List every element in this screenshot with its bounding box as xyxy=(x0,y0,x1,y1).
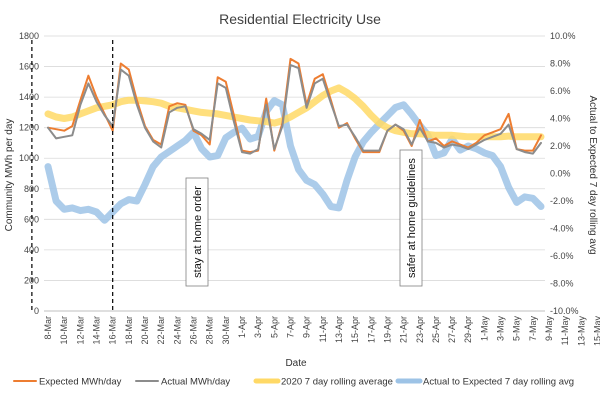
series-line-actual-mwh-day xyxy=(47,64,542,155)
legend-label: Expected MWh/day xyxy=(39,377,122,388)
x-tick-label: 22-Mar xyxy=(156,316,166,345)
y-axis-title: Community MWh per day xyxy=(4,119,15,232)
y2-tick-label: -10.0% xyxy=(550,306,579,316)
x-tick-label: 17-Apr xyxy=(366,316,376,343)
y-tick-label: 1200 xyxy=(19,123,39,133)
y2-tick-label: 0.0% xyxy=(550,169,571,179)
y2-tick-label: 8.0% xyxy=(550,59,571,69)
legend-label: 2020 7 day rolling average xyxy=(281,377,393,388)
annotation-label: safer at home guidelines xyxy=(406,158,418,278)
y2-tick-label: -8.0% xyxy=(550,279,574,289)
y2-tick-label: -4.0% xyxy=(550,224,574,234)
x-tick-label: 15-May xyxy=(593,316,600,347)
y2-tick-label: 10.0% xyxy=(550,31,576,41)
legend-label: Actual to Expected 7 day rolling avg xyxy=(423,377,574,388)
y2-tick-label: 4.0% xyxy=(550,114,571,124)
x-tick-label: 7-Apr xyxy=(285,316,295,338)
series-layer xyxy=(44,57,545,224)
x-tick-label: 13-Apr xyxy=(334,316,344,343)
y-tick-label: 1600 xyxy=(19,62,39,72)
annotation-box xyxy=(399,149,423,287)
y-tick-label: 1000 xyxy=(19,153,39,163)
x-tick-label: 24-Mar xyxy=(172,316,182,345)
series-line-actual-to-expected-7-day-rolling-avg xyxy=(44,97,545,224)
x-tick-label: 11-May xyxy=(560,316,570,346)
x-tick-label: 16-Mar xyxy=(108,316,118,345)
y2-tick-label: 2.0% xyxy=(550,141,571,151)
annotations: stay at home order safer at home guidelin… xyxy=(31,40,423,311)
x-tick-label: 3-Apr xyxy=(253,316,263,338)
x-tick-label: 9-May xyxy=(544,316,554,342)
y2-axis-title: Actual to Expected 7 day rolling avg xyxy=(587,96,598,255)
series-line-2020-7-day-rolling-average xyxy=(44,84,545,141)
x-tick-label: 13-May xyxy=(576,316,586,347)
x-tick-label: 21-Apr xyxy=(399,316,409,343)
x-tick-label: 28-Mar xyxy=(205,316,215,345)
x-tick-label: 10-Mar xyxy=(59,316,69,345)
annotation-label: stay at home order xyxy=(192,186,204,278)
x-tick-label: 19-Apr xyxy=(382,316,392,343)
x-tick-label: 26-Mar xyxy=(188,316,198,345)
x-tick-label: 29-Apr xyxy=(463,316,473,343)
y2-tick-label: -6.0% xyxy=(550,251,574,261)
x-tick-label: 15-Apr xyxy=(350,316,360,343)
x-tick-label: 11-Apr xyxy=(318,316,328,342)
legend-label: Actual MWh/day xyxy=(161,377,230,388)
x-tick-label: 7-May xyxy=(528,316,538,342)
x-tick-label: 27-Apr xyxy=(447,316,457,343)
x-tick-label: 9-Apr xyxy=(302,316,312,338)
y-tick-label: 400 xyxy=(24,245,39,255)
x-tick-label: 23-Apr xyxy=(415,316,425,343)
x-tick-label: 18-Mar xyxy=(124,316,134,345)
x-tick-label: 5-May xyxy=(512,316,522,342)
x-tick-label: 3-May xyxy=(496,316,506,342)
y-tick-label: 0 xyxy=(34,306,39,316)
annotation-box xyxy=(185,177,209,287)
x-tick-label: 1-Apr xyxy=(237,316,247,338)
y-tick-label: 600 xyxy=(24,214,39,224)
x-tick-label: 20-Mar xyxy=(140,316,150,345)
x-tick-label: 14-Mar xyxy=(92,316,102,345)
y-tick-label: 1800 xyxy=(19,31,39,41)
y2-tick-label: -2.0% xyxy=(550,196,574,206)
x-axis-title: Date xyxy=(285,358,307,369)
chart-title: Residential Electricity Use xyxy=(219,11,381,27)
x-tick-label: 8-Mar xyxy=(43,316,53,340)
x-tick-label: 1-May xyxy=(479,316,489,342)
x-tick-label: 25-Apr xyxy=(431,316,441,343)
series-line-expected-mwh-day xyxy=(47,57,542,154)
y2-tick-label: 6.0% xyxy=(550,86,571,96)
y2-axis-ticks: -10.0% -8.0% -6.0% -4.0% -2.0% 0.0% 2.0% 4.0% 6.… xyxy=(550,31,579,316)
x-tick-label: 30-Mar xyxy=(221,316,231,345)
x-axis-ticks: 8-Mar 10-Mar 12-Mar 14-Mar 16-Mar 18-Mar 20-Ma… xyxy=(43,316,600,347)
x-tick-label: 12-Mar xyxy=(75,316,85,345)
x-tick-label: 5-Apr xyxy=(269,316,279,338)
y-tick-label: 1400 xyxy=(19,92,39,102)
legend: Expected MWh/day Actual MWh/day 2020 7 day… xyxy=(13,377,574,388)
